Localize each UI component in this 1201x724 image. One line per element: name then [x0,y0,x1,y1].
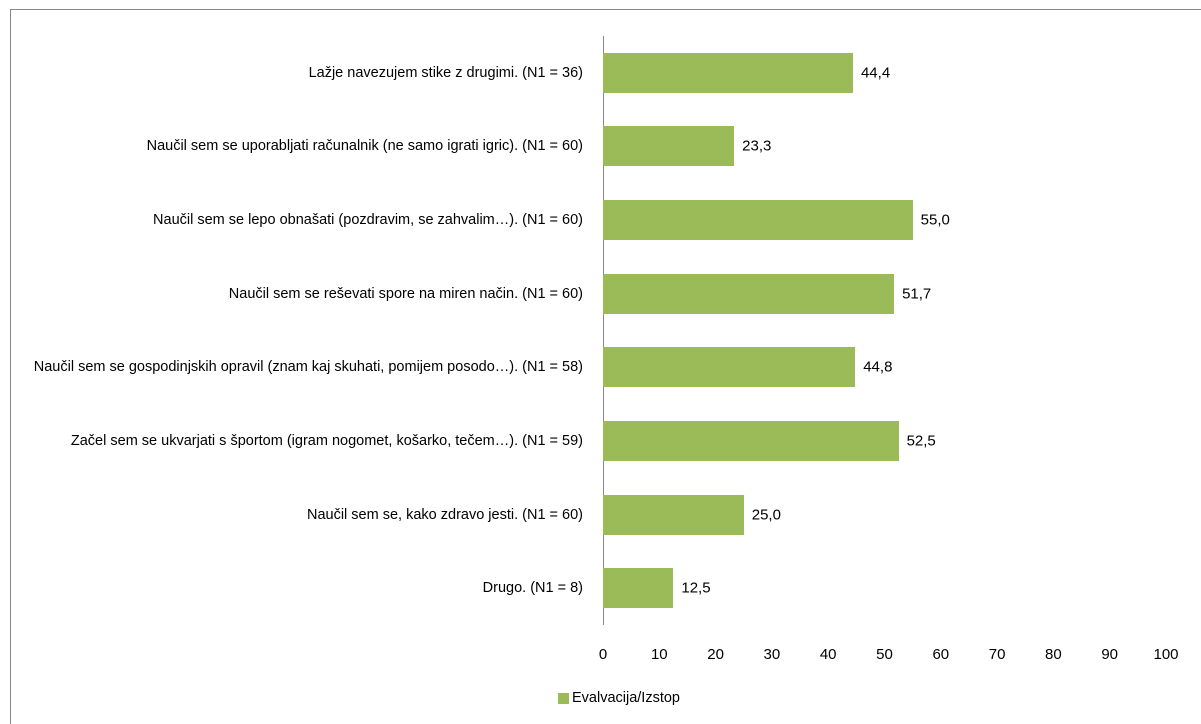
legend-swatch [558,692,569,704]
bar [603,420,899,461]
category-label: Začel sem se ukvarjati s športom (igram … [70,432,583,449]
data-label: 25,0 [751,506,781,524]
category-label: Naučil sem se, kako zdravo jesti. (N1 = … [306,506,583,523]
data-label: 44,8 [863,358,893,376]
x-tick-label: 60 [932,646,950,663]
bar [603,347,856,388]
category-label: Naučil sem se reševati spore na miren na… [228,285,583,302]
data-label: 52,5 [906,432,936,450]
bar [603,273,895,314]
y-axis [603,36,604,625]
x-tick-label: 80 [1045,646,1062,663]
data-label: 23,3 [742,137,772,155]
category-label: Naučil sem se lepo obnašati (pozdravim, … [153,212,583,229]
x-tick-label: 0 [598,646,608,663]
category-label: Naučil sem se uporabljati računalnik (ne… [146,138,583,155]
bar [603,126,735,167]
legend: Evalvacija/Izstop [558,690,680,706]
x-tick-label: 90 [1101,646,1119,663]
category-label: Drugo. (N1 = 8) [482,580,583,597]
chart-frame [10,9,1201,724]
bar [603,568,674,609]
legend-label: Evalvacija/Izstop [572,690,680,706]
data-label: 51,7 [902,285,932,303]
x-tick-label: 70 [988,646,1006,663]
bar [603,494,744,535]
x-tick-label: 30 [763,646,781,663]
bar [603,52,853,93]
x-tick-label: 50 [876,646,893,663]
data-label: 12,5 [681,579,711,597]
x-tick-label: 40 [819,646,837,663]
x-tick-label: 100 [1153,646,1179,663]
data-label: 55,0 [920,211,950,229]
bar [603,200,913,241]
data-label: 44,4 [860,64,891,82]
category-label: Naučil sem se gospodinjskih opravil (zna… [33,359,583,376]
category-label: Lažje navezujem stike z drugimi. (N1 = 3… [308,64,583,81]
x-tick-label: 10 [650,646,668,663]
x-tick-label: 20 [707,646,724,663]
